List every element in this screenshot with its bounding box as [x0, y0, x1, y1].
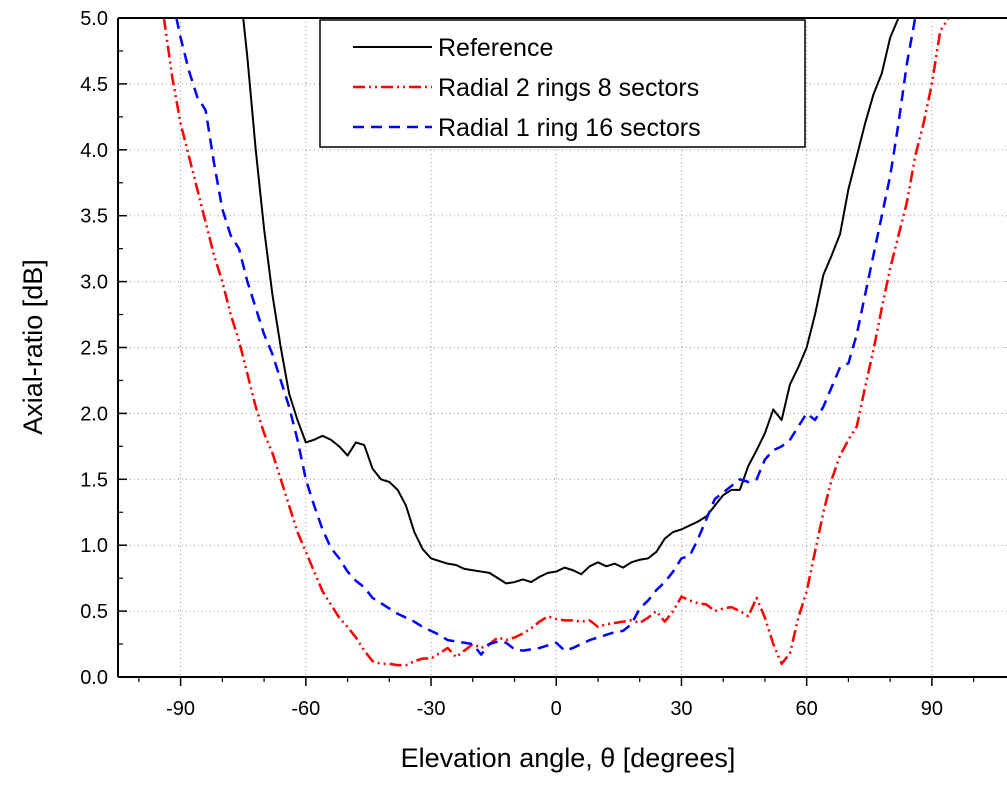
y-tick-label: 2.0 [80, 403, 108, 425]
tick-labels: 0.0 0.5 1.0 1.5 2.0 2.5 3.0 3.5 4.0 4.5 5.0 -90 -60 -… [80, 8, 943, 720]
legend-label-reference: Reference [438, 34, 553, 62]
series-line-1 [162, 18, 950, 667]
series-line-0 [242, 18, 900, 585]
y-tick-label: 2.5 [80, 338, 108, 360]
y-tick-label: 4.5 [80, 74, 108, 96]
x-tick-label: -90 [166, 698, 195, 720]
x-tick-label: 0 [551, 698, 562, 720]
x-tick-label: 30 [670, 698, 692, 720]
y-tick-label: 1.5 [80, 469, 108, 491]
y-tick-label: 3.5 [80, 206, 108, 228]
series-layer [162, 18, 950, 667]
x-tick-label: -30 [417, 698, 446, 720]
y-tick-label: 1.0 [80, 535, 108, 557]
x-tick-label: 90 [921, 698, 943, 720]
y-tick-label: 0.0 [80, 667, 108, 689]
legend-label-radial-1-ring: Radial 1 ring 16 sectors [438, 114, 701, 142]
y-tick-label: 4.0 [80, 140, 108, 162]
y-tick-label: 0.5 [80, 601, 108, 623]
y-tick-label: 5.0 [80, 8, 108, 30]
tick-marks [118, 17, 975, 686]
series-line-2 [175, 18, 917, 656]
x-axis-title: Elevation angle, θ [degrees] [401, 743, 736, 773]
legend-box [319, 19, 806, 148]
legend-label-radial-2-rings: Radial 2 rings 8 sectors [438, 74, 699, 102]
x-tick-label: 60 [796, 698, 818, 720]
x-tick-label: -60 [291, 698, 320, 720]
y-tick-label: 3.0 [80, 272, 108, 294]
y-axis-title: Axial-ratio [dB] [18, 259, 48, 435]
legend: Reference Radial 2 rings 8 sectors Radia… [319, 19, 806, 148]
